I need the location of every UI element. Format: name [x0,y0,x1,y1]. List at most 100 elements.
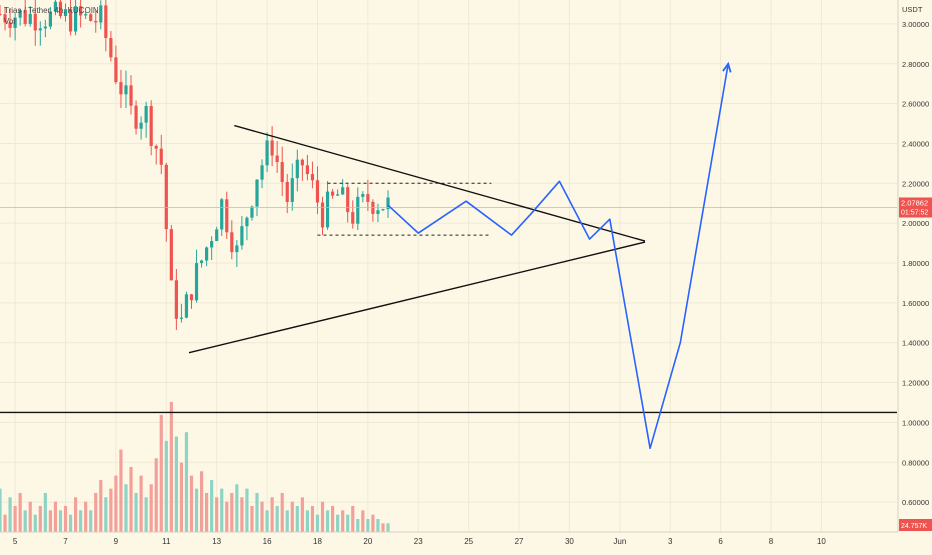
volume-label[interactable]: Vol [4,17,16,26]
current-price-label: 2.07862 [901,198,928,207]
volume-bar [255,492,259,532]
time-axis[interactable]: 5 7 9 11 13 16 18 20 23 25 27 30 Jun 3 6 8 10 [0,531,932,550]
price-axis[interactable]: 3.00000 2.80000 2.60000 2.40000 2.20000 2.000… [897,0,932,550]
volume-bar [220,488,224,532]
price-tick-label: 1.20000 [902,379,929,388]
price-tick-label: 2.80000 [902,60,929,69]
volume-bar [124,484,128,532]
volume-bar [139,475,143,532]
candle-body [0,13,2,15]
candle-body [13,17,17,28]
volume-bar [361,510,365,532]
volume-bar [43,492,47,532]
candle-body [38,28,42,31]
volume-bar [23,510,27,532]
volume-bar [235,484,239,532]
price-tick-label: 1.80000 [902,259,929,268]
volume-bar [386,523,390,532]
time-tick-label: 6 [718,537,723,546]
candle-body [310,174,315,181]
candle-body [285,181,289,202]
candle-body [174,280,178,319]
candle-body [43,26,47,29]
candle-body [99,5,103,23]
volume-bar [346,514,350,532]
volume-bar [149,484,153,532]
candle-body [235,245,239,253]
candle-body [315,180,320,203]
volume-bar [189,475,194,532]
volume-bar [154,458,158,532]
candle-body [381,209,385,211]
volume-bar [300,497,304,532]
countdown-label: 01:57:52 [901,209,928,216]
volume-bar [336,514,340,532]
candle-body [3,14,7,23]
candle-body [109,37,113,58]
volume-bar [356,518,360,532]
candle-body [320,202,325,228]
candle-body [275,155,279,163]
volume-bar [225,501,229,532]
candle-body [305,165,309,175]
volume-bar [144,497,148,532]
candle-body [245,217,249,227]
candle-body [48,11,52,27]
volume-bar [341,510,345,532]
volume-bar [194,488,199,532]
symbol-title[interactable]: Trias / Tether, 4h, KUCOIN [4,6,99,15]
volume-bar [109,488,113,532]
candle-body [250,206,254,218]
time-tick-label: 13 [212,537,221,546]
volume-bar [84,501,88,532]
volume-bar [310,505,315,532]
time-tick-label: Jun [613,537,626,546]
candle-body [366,194,370,202]
candle-body [330,191,335,196]
projection-path [387,63,729,450]
volume-bar [119,449,123,532]
candle-body [215,229,219,242]
volume-bar [129,466,133,532]
candle-body [159,148,163,165]
time-tick-label: 27 [515,537,524,546]
volume-bar [275,505,279,532]
candle-body [169,229,173,281]
candle-body [154,145,158,149]
volume-bar [73,497,78,532]
candle-body [230,232,234,253]
volume-readout-badge [899,519,932,531]
volume-bar [3,514,7,532]
candle-body [18,10,22,18]
candle-body [386,197,390,210]
volume-bar [48,510,52,532]
candle-body [351,212,355,224]
volume-bar [215,497,219,532]
candle-body [73,6,78,32]
volume-bar [285,510,289,532]
volume-bar [28,501,32,532]
candle-body [53,1,58,12]
volume-bar [351,505,355,532]
chart-legend: Trias / Tether, 4h, KUCOIN Vol [4,5,99,27]
candle-body [28,13,32,24]
volume-bar [79,510,83,532]
volume-bar [58,510,63,532]
volume-bar [169,401,173,532]
candle-body [346,187,350,213]
volume-bar [13,505,17,532]
price-tick-label: 2.60000 [902,100,929,109]
volume-bar [280,492,284,532]
candle-body [68,9,73,32]
candle-body [119,82,123,95]
volume-bar [381,523,385,532]
candle-body [194,263,199,301]
time-tick-label: 30 [565,537,574,546]
volume-bar [366,518,370,532]
projection-arrowhead [722,61,732,73]
candle-body [240,226,244,246]
volume-bar [290,501,294,532]
drawings [0,61,897,450]
